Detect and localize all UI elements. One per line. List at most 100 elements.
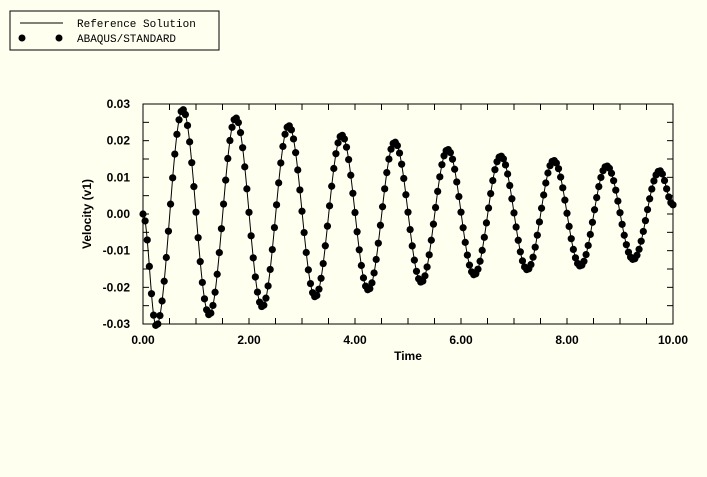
data-point xyxy=(586,230,594,239)
data-point xyxy=(412,267,421,275)
data-point xyxy=(618,220,626,228)
data-point xyxy=(381,185,389,193)
data-point xyxy=(302,248,310,257)
data-point xyxy=(306,279,315,288)
data-point xyxy=(357,261,365,270)
data-point xyxy=(491,166,499,174)
data-point xyxy=(484,204,493,212)
data-point xyxy=(571,254,580,262)
data-point xyxy=(610,177,618,185)
data-point xyxy=(334,139,342,147)
data-point xyxy=(489,176,497,185)
data-point xyxy=(542,179,550,187)
data-point xyxy=(451,165,459,173)
x-tick-label: 2.00 xyxy=(237,333,261,347)
data-point xyxy=(561,196,569,204)
data-point xyxy=(213,270,221,278)
data-point xyxy=(531,243,539,251)
legend-marker-swatch-right xyxy=(55,34,63,42)
data-point xyxy=(650,177,658,185)
data-point xyxy=(181,110,189,119)
data-point xyxy=(270,223,279,232)
data-point xyxy=(402,191,410,199)
data-point xyxy=(272,201,281,209)
legend-box xyxy=(9,10,220,51)
data-point xyxy=(476,257,484,265)
legend-entry-reference: Reference Solution xyxy=(77,19,196,31)
data-point xyxy=(563,209,571,217)
legend-entry-abaqus: ABAQUS/STANDARD xyxy=(77,34,176,46)
data-point xyxy=(607,169,616,177)
data-point xyxy=(614,197,622,205)
data-point xyxy=(268,245,276,254)
data-point xyxy=(234,118,242,127)
data-point xyxy=(200,295,209,303)
data-point xyxy=(143,236,151,244)
data-point xyxy=(222,176,230,184)
data-point xyxy=(294,166,302,174)
data-point xyxy=(385,155,393,163)
data-point xyxy=(188,159,196,167)
data-point xyxy=(198,278,206,287)
data-point xyxy=(196,258,204,266)
data-point xyxy=(158,297,166,305)
data-point xyxy=(166,200,175,208)
data-point xyxy=(147,290,156,298)
data-point xyxy=(319,259,327,268)
data-point xyxy=(349,189,357,197)
data-point xyxy=(482,219,491,227)
data-point xyxy=(395,149,404,157)
data-point xyxy=(480,233,488,241)
data-point xyxy=(387,145,395,153)
data-point xyxy=(582,250,590,259)
data-point xyxy=(557,173,565,181)
data-point xyxy=(145,262,153,271)
data-point xyxy=(474,265,482,273)
data-point xyxy=(593,193,601,202)
data-point xyxy=(332,150,340,158)
data-point xyxy=(253,288,262,296)
data-point xyxy=(281,130,289,138)
data-point xyxy=(529,253,537,261)
data-point xyxy=(340,135,348,143)
data-point xyxy=(510,209,518,217)
data-point xyxy=(427,236,435,244)
data-point xyxy=(639,227,647,236)
data-point xyxy=(296,186,304,194)
data-point xyxy=(535,218,544,226)
data-point xyxy=(292,149,300,157)
data-point xyxy=(279,142,287,151)
data-point xyxy=(194,234,202,242)
data-point xyxy=(239,144,247,152)
x-tick-label: 8.00 xyxy=(555,333,579,347)
data-point xyxy=(453,178,461,186)
data-point xyxy=(186,138,194,146)
data-point xyxy=(150,311,158,319)
data-point xyxy=(183,121,192,130)
series-markers-abaqus-standard xyxy=(139,106,677,329)
data-point xyxy=(366,284,374,293)
data-point xyxy=(215,249,223,257)
data-point xyxy=(595,183,603,191)
data-point xyxy=(478,246,486,254)
data-point xyxy=(328,182,336,190)
data-point xyxy=(540,191,548,199)
data-point xyxy=(376,221,385,229)
data-point xyxy=(162,253,170,262)
data-point xyxy=(330,164,338,173)
data-point xyxy=(372,255,380,264)
x-tick-label: 6.00 xyxy=(449,333,473,347)
y-tick-labels: 0.03 0.02 0.01 0.00 -0.01 -0.02 -0.03 xyxy=(103,97,131,331)
data-point xyxy=(457,208,465,216)
data-point xyxy=(236,129,245,137)
legend: Reference Solution ABAQUS/STANDARD xyxy=(9,10,220,51)
data-point xyxy=(217,225,226,233)
y-tick-label: 0.02 xyxy=(107,134,131,148)
x-tick-label: 0.00 xyxy=(131,333,155,347)
data-point xyxy=(616,209,624,217)
data-point xyxy=(228,123,236,131)
data-point xyxy=(156,311,164,320)
data-point xyxy=(544,169,552,177)
data-point xyxy=(353,228,361,236)
